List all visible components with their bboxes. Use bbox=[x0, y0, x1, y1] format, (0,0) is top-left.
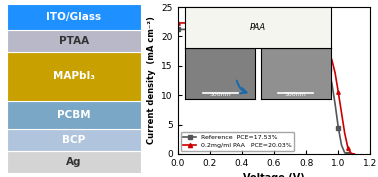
Text: 500nm: 500nm bbox=[285, 92, 307, 97]
Text: 500nm: 500nm bbox=[209, 92, 231, 97]
Bar bbox=[6, 30, 141, 52]
Text: PCBM: PCBM bbox=[57, 110, 90, 120]
Bar bbox=[6, 4, 141, 30]
Text: BCP: BCP bbox=[62, 135, 85, 145]
Y-axis label: Current density  (mA cm⁻²): Current density (mA cm⁻²) bbox=[147, 17, 156, 144]
Text: ITO/Glass: ITO/Glass bbox=[46, 12, 101, 22]
Bar bbox=[6, 129, 141, 151]
Bar bbox=[6, 52, 141, 101]
Text: PAA: PAA bbox=[250, 23, 266, 32]
Bar bbox=[6, 101, 141, 129]
Text: PTAA: PTAA bbox=[59, 36, 89, 46]
Text: Ag: Ag bbox=[66, 157, 82, 167]
Bar bbox=[6, 151, 141, 173]
Text: MAPbI₃: MAPbI₃ bbox=[53, 71, 95, 81]
Legend: Reference  PCE=17.53%, 0.2mg/ml PAA   PCE=20.03%: Reference PCE=17.53%, 0.2mg/ml PAA PCE=2… bbox=[181, 132, 294, 151]
X-axis label: Voltage (V): Voltage (V) bbox=[243, 173, 305, 177]
